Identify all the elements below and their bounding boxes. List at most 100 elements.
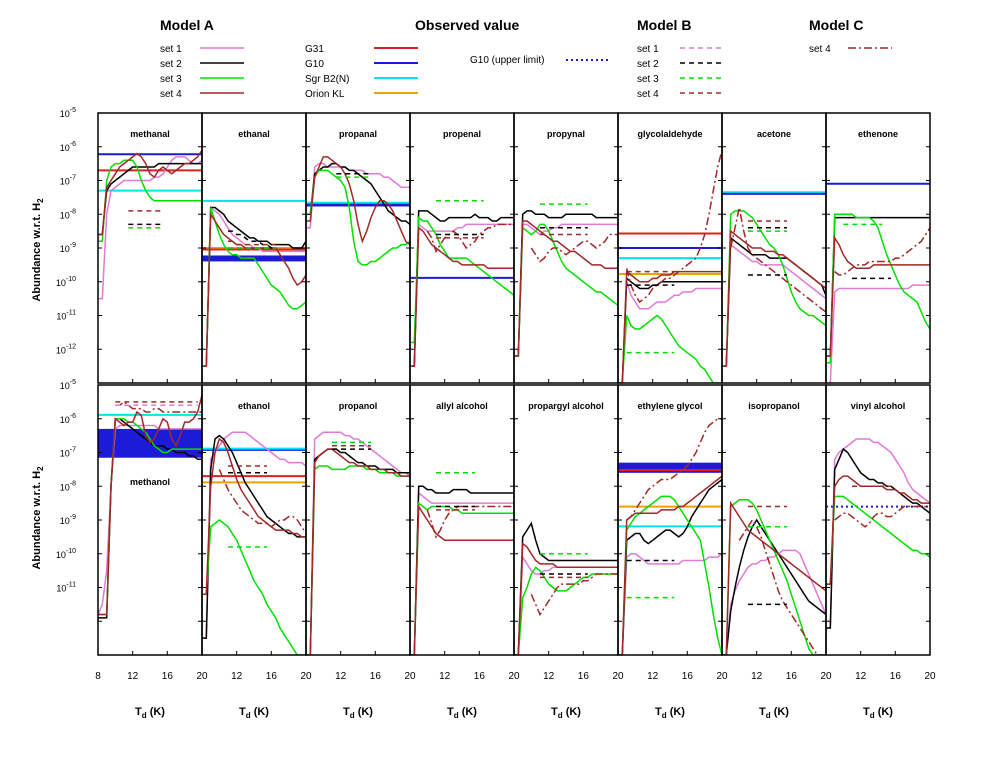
legend-a-set1: set 1 bbox=[160, 44, 182, 55]
x-ticks: 8 12 16 20 Td (K) 12 16 20 Td (K) 12 16 20 Td (K) 12 1… bbox=[95, 671, 936, 720]
panels: methanal ethanal propanal propenal propynal g… bbox=[97, 112, 931, 656]
x-tick-label: 12 bbox=[127, 671, 139, 682]
panel-glycolaldehyde: glycolaldehyde bbox=[617, 112, 723, 384]
panel-methanal: methanal bbox=[97, 112, 203, 384]
y-axis-label-top: Abundance w.r.t. H2 bbox=[31, 198, 45, 302]
series-A-set2 bbox=[722, 518, 826, 655]
legend-obs-orion: Orion KL bbox=[305, 89, 345, 100]
y-top-tick-label: 10-11 bbox=[56, 310, 76, 322]
x-tick-label: 16 bbox=[890, 671, 902, 682]
x-tick-label: 8 bbox=[95, 671, 101, 682]
series-A-set3 bbox=[618, 314, 722, 383]
x-tick-label: 16 bbox=[578, 671, 590, 682]
x-tick-label: 20 bbox=[716, 671, 728, 682]
series-A-set1 bbox=[410, 222, 514, 367]
series-C-set4 bbox=[625, 149, 722, 304]
series-A-set2 bbox=[306, 448, 410, 655]
series-A-set1 bbox=[722, 549, 826, 655]
legend-obs-g10-upper: G10 (upper limit) bbox=[470, 55, 544, 66]
panel-label: ethylene glycol bbox=[637, 401, 702, 411]
panel-frame bbox=[409, 112, 515, 384]
legend-obs-sgrb2: Sgr B2(N) bbox=[305, 74, 349, 85]
panel-methanol: methanol bbox=[97, 384, 203, 656]
legend: Model A Observed value Model B Model C s… bbox=[160, 17, 892, 100]
panel-label: ethanol bbox=[238, 401, 270, 411]
x-axis-label: Td (K) bbox=[759, 706, 789, 720]
x-axis-label: Td (K) bbox=[239, 706, 269, 720]
series-C-set4 bbox=[426, 223, 514, 254]
series-B-set2 bbox=[228, 230, 276, 249]
ylabel-text-bottom: Abundance w.r.t. H bbox=[31, 471, 43, 570]
series-A-set1 bbox=[722, 243, 826, 367]
x-tick-label: 16 bbox=[682, 671, 694, 682]
legend-a-set3: set 3 bbox=[160, 74, 182, 85]
x-tick-label: 20 bbox=[508, 671, 520, 682]
panel-label: vinyl alcohol bbox=[851, 401, 906, 411]
legend-b-set4: set 4 bbox=[637, 89, 659, 100]
y-top-tick-label: 10-5 bbox=[60, 107, 76, 119]
panel-isopropanol: isopropanol bbox=[721, 384, 827, 656]
panel-propenal: propenal bbox=[409, 112, 515, 384]
legend-model-a-title: Model A bbox=[160, 17, 214, 33]
legend-model-c-title: Model C bbox=[809, 17, 863, 33]
series-A-set1 bbox=[618, 281, 722, 383]
y-top-tick-label: 10-8 bbox=[60, 208, 76, 220]
panel-propynal: propynal bbox=[513, 112, 619, 384]
series-C-set4 bbox=[115, 400, 202, 413]
x-tick-label: 20 bbox=[196, 671, 208, 682]
series-A-set2 bbox=[514, 210, 618, 357]
panel-label: isopropanol bbox=[748, 401, 800, 411]
panel-ethanal: ethanal bbox=[201, 112, 307, 384]
series-A-set4 bbox=[98, 149, 202, 236]
legend-a-set4: set 4 bbox=[160, 89, 182, 100]
legend-model-b: set 1 set 2 set 3 set 4 bbox=[637, 44, 659, 100]
y-bottom-tick-label: 10-10 bbox=[56, 548, 76, 560]
panel-label: allyl alcohol bbox=[436, 401, 488, 411]
series-A-set3 bbox=[826, 495, 930, 585]
series-A-set4 bbox=[98, 394, 202, 616]
y-top-tick-label: 10-10 bbox=[56, 276, 76, 288]
panel-vinyl-alcohol: vinyl alcohol bbox=[825, 384, 931, 656]
series-C-set4 bbox=[626, 418, 722, 521]
series-C-set4 bbox=[530, 233, 618, 263]
series-A-set3 bbox=[826, 213, 930, 364]
series-C-set4 bbox=[834, 227, 930, 276]
legend-b-set3: set 3 bbox=[637, 74, 659, 85]
x-tick-label: 20 bbox=[820, 671, 832, 682]
panel-ethylene-glycol: ethylene glycol bbox=[617, 384, 723, 656]
series-C-set4 bbox=[738, 518, 826, 655]
x-tick-label: 16 bbox=[266, 671, 278, 682]
x-tick-label: 12 bbox=[543, 671, 555, 682]
panel-allyl-alcohol: allyl alcohol bbox=[409, 384, 515, 656]
x-axis-label: Td (K) bbox=[863, 706, 893, 720]
series-A-set4 bbox=[826, 235, 930, 357]
legend-observed: G31 G10 Sgr B2(N) Orion KL G10 (upper li… bbox=[305, 44, 544, 100]
panel-propanol: propanol bbox=[305, 384, 411, 656]
x-tick-label: 16 bbox=[474, 671, 486, 682]
series-A-set4 bbox=[410, 226, 514, 367]
y-ticks: 10-5 10-6 10-7 10-8 10-9 10-10 10-11 10-12 10-5 1… bbox=[56, 107, 76, 594]
panel-frame bbox=[721, 384, 827, 656]
y-bottom-tick-label: 10-6 bbox=[60, 413, 76, 425]
series-A-set3 bbox=[202, 519, 306, 655]
series-A-set1 bbox=[410, 491, 514, 655]
series-A-set1 bbox=[826, 284, 930, 383]
y-bottom-tick-label: 10-11 bbox=[56, 582, 76, 594]
panel-acetone: acetone bbox=[721, 112, 827, 384]
x-tick-label: 16 bbox=[370, 671, 382, 682]
legend-c-set4: set 4 bbox=[809, 44, 831, 55]
x-tick-label: 12 bbox=[439, 671, 451, 682]
panel-label: acetone bbox=[757, 129, 791, 139]
series-C-set4 bbox=[729, 207, 826, 313]
panel-label: propanol bbox=[339, 401, 378, 411]
series-A-set3 bbox=[98, 159, 202, 243]
series-A-set4 bbox=[306, 156, 410, 246]
x-tick-label: 20 bbox=[924, 671, 936, 682]
x-tick-label: 12 bbox=[335, 671, 347, 682]
legend-observed-title: Observed value bbox=[415, 17, 519, 33]
series-A-set2 bbox=[722, 236, 826, 367]
series-A-set3 bbox=[722, 210, 826, 367]
panel-ethanol: ethanol bbox=[201, 384, 307, 656]
panel-frame bbox=[409, 384, 515, 656]
